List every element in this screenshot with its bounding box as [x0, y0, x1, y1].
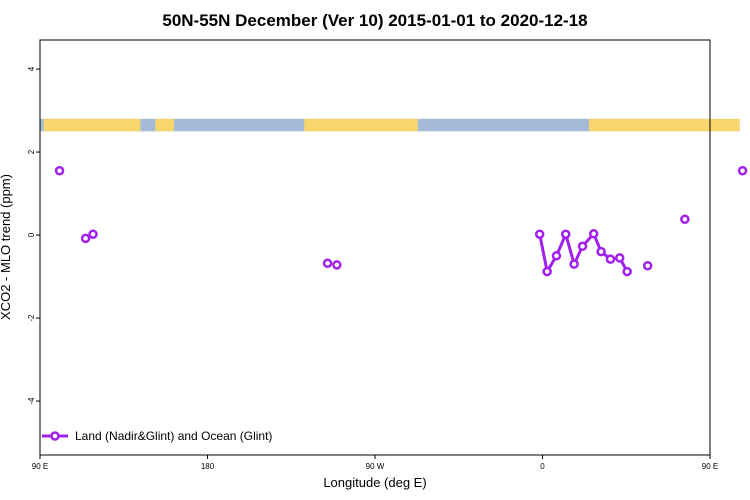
x-axis: 90 E 180 90 W 0 90 E — [32, 455, 718, 471]
data-point-5 — [534, 229, 545, 239]
data-point-13 — [605, 254, 616, 264]
x-tick-label-0: 90 E — [32, 462, 48, 471]
data-point-14 — [614, 253, 625, 263]
y-axis-label: XCO2 - MLO trend (ppm) — [0, 174, 13, 320]
y-tick-label-1: 2 — [27, 149, 36, 154]
data-point-8 — [561, 229, 571, 239]
data-point-16 — [642, 261, 653, 271]
data-point-2 — [88, 229, 98, 239]
x-tick-label-4: 90 E — [702, 462, 718, 471]
data-point-17 — [680, 214, 690, 225]
plot-frame — [39, 39, 711, 456]
data-point-4 — [332, 260, 342, 270]
y-tick-label-4: -4 — [27, 397, 36, 405]
x-axis-label: Longitude (deg E) — [323, 475, 426, 490]
data-point-7 — [551, 251, 562, 261]
y-tick-label-2: 0 — [27, 232, 36, 237]
series-land-ocean — [54, 165, 748, 277]
data-point-1 — [80, 233, 91, 244]
land-segment-3 — [589, 118, 740, 132]
data-point-11 — [588, 229, 599, 239]
legend-marker — [50, 431, 60, 441]
series-line-0-0 — [538, 232, 629, 274]
data-point-0 — [54, 165, 65, 176]
chart-title: 50N-55N December (Ver 10) 2015-01-01 to … — [162, 11, 587, 30]
land-segment-2 — [304, 118, 418, 132]
legend: Land (Nadir&Glint) and Ocean (Glint) — [42, 429, 272, 443]
x-tick-label-1: 180 — [201, 462, 215, 471]
data-point-12 — [596, 246, 606, 257]
legend-label: Land (Nadir&Glint) and Ocean (Glint) — [75, 429, 272, 443]
land-segment-1 — [155, 118, 174, 132]
y-tick-label-0: 4 — [27, 66, 36, 71]
y-tick-label-3: -2 — [27, 314, 36, 322]
x-tick-label-3: 0 — [540, 462, 545, 471]
data-point-10 — [577, 241, 588, 252]
data-point-18 — [737, 165, 748, 176]
y-axis: 4 2 0 -2 -4 — [27, 66, 40, 405]
data-point-3 — [322, 258, 333, 269]
land-segment-0 — [43, 118, 141, 132]
land-ocean-band — [40, 118, 740, 132]
data-point-9 — [569, 259, 579, 269]
data-point-6 — [542, 266, 552, 277]
x-tick-label-2: 90 W — [366, 462, 385, 471]
data-point-15 — [622, 266, 632, 277]
